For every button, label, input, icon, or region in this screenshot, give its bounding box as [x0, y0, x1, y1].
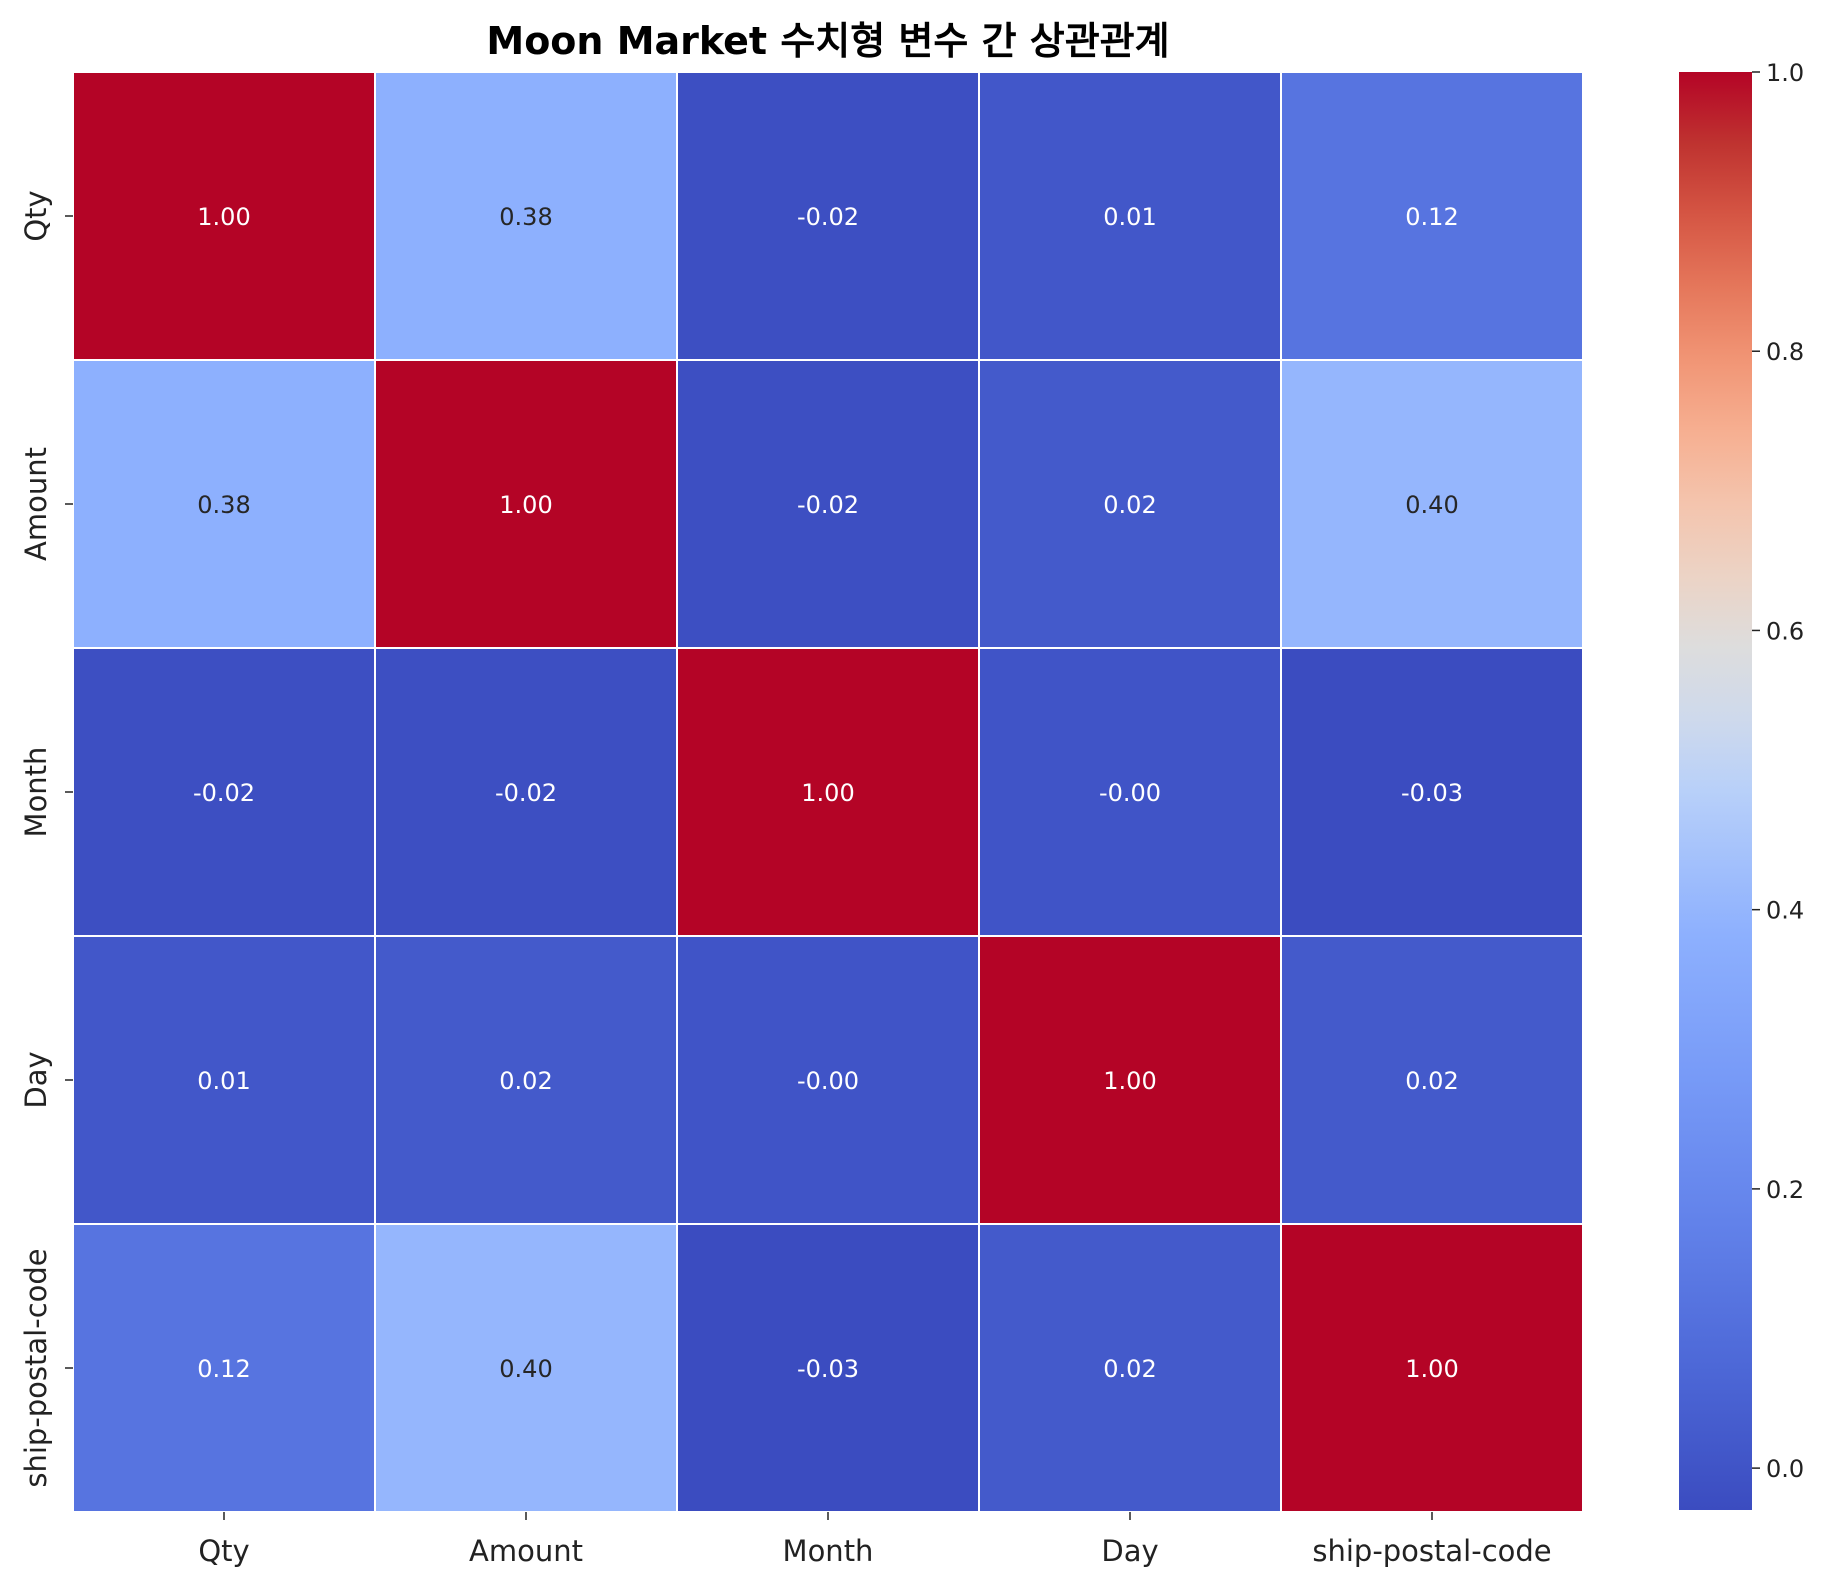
heatmap-cell	[676, 647, 980, 937]
heatmap-cell	[676, 71, 980, 361]
heatmap-cell	[676, 1223, 980, 1513]
heatmap-cell	[978, 71, 1282, 361]
cell-value-label: 0.02	[1405, 1067, 1458, 1095]
colorbar-tick-label: 0.2	[1766, 1176, 1804, 1204]
cell-value-label: -0.03	[1401, 779, 1463, 807]
cell-value-label: 0.40	[1405, 491, 1458, 519]
heatmap-cell	[1280, 935, 1584, 1225]
x-tick-label: Qty	[198, 1534, 249, 1568]
heatmap-cell	[374, 1223, 678, 1513]
cell-value-label: 0.02	[499, 1067, 552, 1095]
colorbar-tick-label: 0.6	[1766, 617, 1804, 645]
heatmap-cell	[374, 935, 678, 1225]
heatmap-cell	[978, 935, 1282, 1225]
heatmap-cell	[676, 935, 980, 1225]
cell-value-label: -0.02	[797, 203, 859, 231]
cell-value-label: 0.01	[197, 1067, 250, 1095]
heatmap-cell	[72, 71, 376, 361]
cell-value-label: -0.00	[1099, 779, 1161, 807]
heatmap-cells: 1.00 0.38 -0.02 0.01 0.12 0.38 1.00 -0.02 0.02 0.…	[72, 71, 1584, 1513]
colorbar-tick-label: 1.0	[1766, 59, 1804, 87]
cell-value-label: 0.02	[1103, 491, 1156, 519]
cell-value-label: -0.02	[797, 491, 859, 519]
y-axis-labels: Qty Amount Month Day ship-postal-code	[19, 190, 73, 1488]
heatmap-cell	[374, 71, 678, 361]
cell-value-label: 0.01	[1103, 203, 1156, 231]
heatmap-cell	[1280, 359, 1584, 649]
x-axis-labels: Qty Amount Month Day ship-postal-code	[198, 1512, 1552, 1568]
colorbar-tick-label: 0.0	[1766, 1455, 1804, 1483]
colorbar: 0.0 0.2 0.4 0.6 0.8 1.0	[1679, 59, 1804, 1510]
heatmap-cell	[1280, 71, 1584, 361]
cell-value-label: -0.03	[797, 1355, 859, 1383]
cell-value-label: 0.40	[499, 1355, 552, 1383]
x-tick-label: Month	[783, 1534, 874, 1568]
y-tick-label: Qty	[19, 190, 53, 241]
heatmap-cell	[1280, 1223, 1584, 1513]
cell-value-label: 0.38	[499, 203, 552, 231]
colorbar-tick-label: 0.4	[1766, 897, 1804, 925]
x-tick-label: Day	[1101, 1534, 1158, 1568]
cell-value-label: -0.02	[193, 779, 255, 807]
y-tick-label: Day	[19, 1051, 53, 1108]
cell-value-label: 0.38	[197, 491, 250, 519]
colorbar-tick-label: 0.8	[1766, 338, 1804, 366]
heatmap-cell	[676, 359, 980, 649]
chart-title: Moon Market 수치형 변수 간 상관관계	[486, 19, 1169, 63]
heatmap-cell	[72, 1223, 376, 1513]
cell-value-label: 0.12	[197, 1355, 250, 1383]
x-tick-label: ship-postal-code	[1312, 1534, 1551, 1568]
x-tick-label: Amount	[469, 1534, 583, 1568]
cell-value-label: 1.00	[801, 779, 854, 807]
cell-value-label: 0.02	[1103, 1355, 1156, 1383]
cell-value-label: -0.02	[495, 779, 557, 807]
y-tick-label: ship-postal-code	[19, 1248, 53, 1487]
heatmap-cell	[374, 359, 678, 649]
y-tick-label: Amount	[19, 447, 53, 561]
cell-value-label: 1.00	[1405, 1355, 1458, 1383]
heatmap-cell	[978, 647, 1282, 937]
heatmap-cell	[374, 647, 678, 937]
heatmap-cell	[72, 359, 376, 649]
y-tick-label: Month	[19, 747, 53, 838]
cell-value-label: 0.12	[1405, 203, 1458, 231]
cell-value-label: 1.00	[1103, 1067, 1156, 1095]
colorbar-gradient	[1679, 72, 1752, 1510]
cell-value-label: 1.00	[197, 203, 250, 231]
cell-value-label: 1.00	[499, 491, 552, 519]
cell-value-label: -0.00	[797, 1067, 859, 1095]
heatmap-cell	[1280, 647, 1584, 937]
